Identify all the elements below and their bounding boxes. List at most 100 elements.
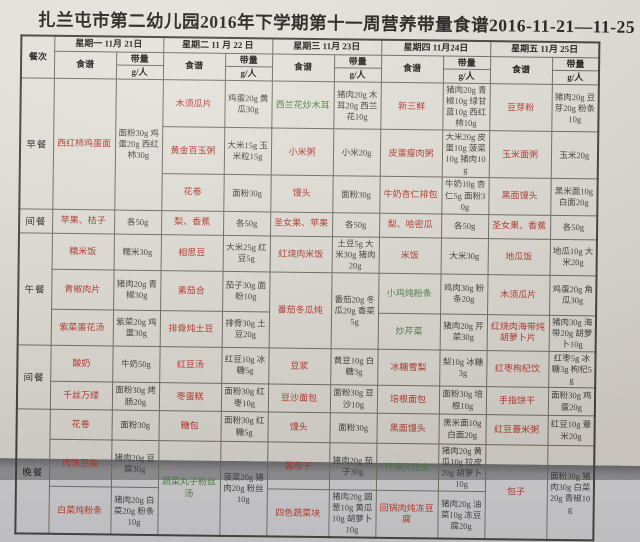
dish-cell: 包子 — [484, 444, 548, 541]
dish-cell: 酱茄子 — [266, 441, 330, 490]
dish-cell: 番茄冬瓜炖 — [268, 271, 332, 349]
dish-cell: 什锦大拉皮 — [375, 443, 439, 492]
qty-cell: 猪肉20g 芹菜30g — [439, 313, 488, 351]
qty-cell: 菠菜20g 猪肉20g 粉丝10g — [219, 441, 268, 537]
dish-cell: 圣女果、香蕉 — [488, 214, 551, 239]
dish-cell: 苹果、桔子 — [52, 208, 115, 234]
menu-col-header: 食谱 — [489, 56, 553, 85]
qty-cell: 鸡肉30g 粉条20g — [440, 273, 488, 315]
qty-cell: 猪肉20g 青椒30g — [113, 269, 161, 311]
dish-cell: 木须瓜片 — [162, 79, 225, 128]
dish-cell: 酸奶 — [50, 345, 113, 383]
dish-cell: 红烧肉海带炖胡萝卜片 — [486, 314, 550, 352]
dish-cell: 豆沙面包 — [267, 383, 331, 413]
qty-cell: 猪肉20g 豆腐30g — [110, 440, 159, 488]
meal-label: 间餐 — [19, 208, 53, 233]
qty-cell: 地瓜10g 大米20g — [549, 238, 598, 276]
dish-cell: 西红柿鸡蛋面 — [52, 78, 116, 210]
dish-cell: 红烧肉米饭 — [269, 235, 333, 273]
qty-cell: 猪肉20g 木耳20g 西兰花10g — [333, 81, 381, 130]
dish-cell: 黄金百玉粥 — [161, 126, 225, 175]
qty-cell: 牛奶50g — [112, 345, 160, 383]
menu-col-header: 食谱 — [53, 50, 117, 80]
qty-col-header: 带量 — [225, 52, 273, 68]
dish-cell: 蔬菜丸子粉丝汤 — [157, 440, 221, 537]
qty-cell: 糯米30g — [113, 233, 162, 271]
dish-cell: 新三鲜 — [380, 82, 443, 131]
qty-cell: 各50g — [114, 209, 162, 235]
qty-cell: 大米30g — [440, 237, 489, 275]
qty-cell: 大米25g 红豆5g — [222, 234, 271, 272]
qty-cell: 各50g — [550, 214, 598, 240]
dish-cell: 地瓜饭 — [487, 238, 551, 276]
qty-col-header: 带量 — [443, 55, 491, 70]
qty-cell: 猪肉20g 白菜20g 粉条10g — [110, 487, 158, 536]
qty-cell: 猪肉20g 茄子30g — [328, 442, 377, 491]
dish-cell: 手指饼干 — [485, 386, 549, 416]
qty-cell: 鸡蛋20g 黄瓜30g — [224, 80, 272, 129]
menu-row: 青椒肉片 猪肉20g 青椒30g 素茄合 茄子30g 面粉10g 番茄冬瓜炖 番茄20g … — [18, 269, 597, 350]
meal-label: 午餐 — [17, 232, 53, 346]
dish-cell: 花卷 — [161, 174, 224, 211]
dish-cell: 小鸡炖粉条 — [378, 273, 441, 314]
qty-cell: 面粉30g 烤肠20g — [111, 382, 160, 411]
dish-cell: 回锅肉炖冻豆腐 — [375, 490, 438, 539]
qty-cell: 小米20g — [332, 128, 381, 177]
qty-cell: 黑米面10g 白面20g — [550, 178, 598, 216]
qty-cell: 面粉30g — [329, 412, 377, 444]
dish-cell: 玉米面粥 — [488, 130, 552, 179]
day-header-mon: 星期一 11月 21日 — [54, 35, 164, 53]
day-header-wed: 星期三 11月 23日 — [272, 38, 382, 55]
qty-col-header: 带量 — [552, 56, 600, 72]
dish-cell: 豆浆 — [268, 347, 331, 385]
dish-cell: 牛奶杏仁排包 — [379, 176, 442, 214]
dish-cell: 素茄合 — [160, 270, 223, 312]
dish-cell: 圣女果、苹果 — [270, 211, 333, 237]
meal-label: 晚餐 — [15, 408, 50, 535]
qty-unit-header: g/人 — [115, 65, 164, 80]
qty-cell: 面粉30g 猪肉30g 白菜20g 青椒10g — [546, 445, 595, 541]
menu-row: 肉沫豆腐 猪肉20g 豆腐30g 蔬菜丸子粉丝汤 菠菜20g 猪肉20g 粉丝10g 酱… — [16, 439, 595, 541]
qty-cell: 牛奶10g 杏仁5g 面粉30g — [441, 177, 489, 215]
dish-cell: 炒芹菜 — [377, 313, 441, 350]
qty-cell: 大米15g 玉米粒15g — [223, 127, 272, 176]
dish-cell: 木须瓜片 — [487, 274, 550, 316]
dish-cell: 白菜炖粉条 — [48, 486, 111, 535]
qty-col-header: 带量 — [334, 54, 382, 69]
qty-unit-header: g/人 — [224, 66, 273, 82]
qty-cell: 番茄20g 冬瓜20g 香菜5g — [330, 272, 379, 350]
dish-cell: 米饭 — [378, 236, 442, 274]
qty-cell: 红豆10g 薏米20g — [547, 415, 595, 446]
dish-cell: 黑面馒头 — [488, 178, 551, 215]
meal-label: 早餐 — [19, 77, 54, 209]
qty-cell: 面粉30g 豆沙10g — [329, 384, 378, 414]
dish-cell: 黑面馒头 — [376, 413, 439, 445]
menu-table: 餐次 星期一 11月 21日 星期二 11 月 22 日 星期三 11月 23日… — [14, 34, 601, 542]
meal-col-header: 餐次 — [20, 35, 55, 79]
qty-cell: 各50g — [441, 213, 489, 239]
dish-cell: 糖包 — [158, 410, 221, 442]
dish-cell: 红豆汤 — [159, 346, 222, 384]
dish-cell: 千丝万缕 — [49, 381, 113, 411]
qty-cell: 黄豆10g 白糖3g — [330, 348, 378, 386]
qty-unit-header: g/人 — [442, 69, 491, 84]
qty-unit-header: g/人 — [333, 68, 382, 83]
menu-col-header: 食谱 — [380, 54, 444, 84]
qty-cell: 紫菜20g 鸡蛋30g — [112, 309, 161, 347]
qty-cell: 猪肉30g 海带20g 胡萝卜10g — [548, 315, 597, 352]
qty-cell: 猪肉20g 黄瓜10g 拉皮20g 胡萝卜10g — [437, 444, 486, 492]
qty-cell: 猪肉20g 豆芽20g 粉条10g — [551, 84, 599, 133]
dish-cell: 四色蔬菜块 — [266, 489, 329, 538]
qty-cell: 鸡蛋20g 角瓜30g — [549, 275, 597, 316]
dish-cell: 相思豆 — [160, 234, 224, 272]
meal-label: 间餐 — [16, 344, 51, 410]
qty-cell: 面粉30g — [111, 410, 159, 441]
qty-cell: 红枣5g 冰糖3g 枸杞5g — [548, 351, 596, 388]
qty-unit-header: g/人 — [551, 70, 600, 86]
qty-cell: 土豆5g 大米30g 猪肉20g — [331, 236, 380, 274]
menu-col-header: 食谱 — [162, 52, 226, 81]
day-header-tue: 星期二 11 月 22 日 — [163, 37, 273, 54]
qty-cell: 黑米面10g 白面20g — [438, 414, 486, 445]
day-header-thu: 星期四 11月24日 — [381, 39, 491, 57]
